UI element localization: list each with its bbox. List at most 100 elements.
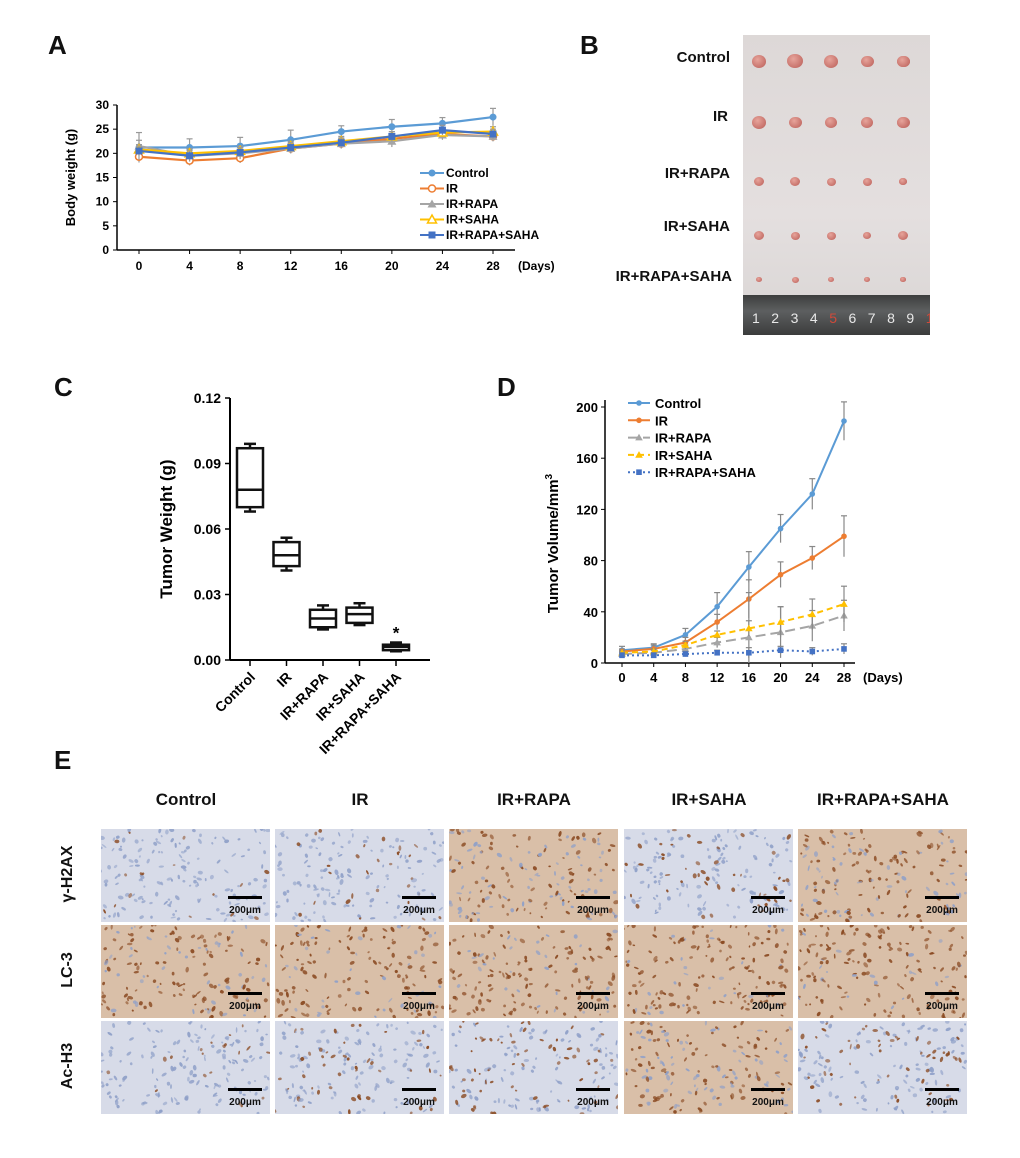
data-point (489, 130, 497, 138)
x-tick-label: 16 (742, 670, 756, 685)
ihc-micrograph: 200μm (449, 829, 618, 922)
ihc-texture (275, 925, 444, 1018)
ruler-number: 6 (848, 310, 857, 326)
scale-bar-label: 200μm (577, 1001, 609, 1012)
y-axis-label: Tumor Weight (g) (157, 459, 176, 598)
photo-row-label: IR+RAPA (664, 165, 730, 182)
ihc-texture (101, 925, 270, 1018)
data-point (619, 652, 625, 659)
x-tick-label: 8 (237, 259, 244, 273)
data-point (841, 533, 847, 540)
y-tick-label: 25 (96, 122, 110, 136)
tumor-specimen (824, 55, 838, 68)
x-tick-label: 4 (186, 259, 193, 273)
scale-bar-line (402, 992, 436, 995)
series-line (622, 647, 845, 657)
chart-c-tumor-weight: 0.00 0.03 0.06 0.09 0.12 Tumor Weight (g) Cont… (157, 390, 430, 757)
scale-bar: 200μm (228, 1088, 262, 1110)
ruler-number: 7 (867, 310, 876, 326)
ihc-micrograph: 200μm (101, 829, 270, 922)
tumor-specimen (756, 277, 762, 283)
legend-label: IR+RAPA (446, 197, 498, 211)
tumor-specimen (900, 277, 906, 283)
scale-bar-label: 200μm (752, 1097, 784, 1108)
scale-bar: 200μm (402, 896, 436, 918)
legend-label: Control (655, 396, 701, 411)
y-tick-label: 200 (576, 400, 598, 415)
ihc-texture (798, 1021, 967, 1114)
tumor-specimen (826, 177, 836, 186)
x-tick-label: 12 (710, 670, 724, 685)
legend-label: IR+RAPA+SAHA (446, 228, 539, 242)
scale-bar: 200μm (751, 896, 785, 918)
tumor-specimen (898, 231, 908, 240)
series-IR+RAPA+SAHA (619, 643, 847, 659)
data-point (777, 647, 784, 653)
ihc-micrograph: 200μm (275, 829, 444, 922)
scale-bar: 200μm (576, 992, 610, 1014)
scale-bar-line (925, 992, 959, 995)
scale-bar-label: 200μm (752, 1001, 784, 1012)
data-point (714, 649, 720, 656)
ihc-micrograph: 200μm (624, 829, 793, 922)
data-point (636, 400, 642, 406)
ruler-number: 4 (809, 310, 818, 326)
legend-label: IR+SAHA (655, 448, 713, 463)
y-tick-label: 5 (102, 219, 109, 233)
photo-row-label: IR (713, 108, 728, 125)
series-IR+SAHA (618, 585, 848, 656)
series-IR+RAPA+SAHA (135, 124, 497, 161)
y-tick-label: 160 (576, 451, 598, 466)
data-point (428, 231, 436, 239)
data-point (636, 417, 642, 424)
scale-bar-line (228, 896, 262, 899)
scale-bar-line (751, 1088, 785, 1091)
y-axis-label: Body weight (g) (63, 129, 78, 227)
scale-bar-line (402, 1088, 436, 1091)
tumor-specimen (752, 55, 766, 68)
ihc-texture (800, 829, 967, 922)
ihc-texture (624, 829, 793, 920)
ihc-micrograph: 200μm (449, 1021, 618, 1114)
ihc-micrograph: 200μm (798, 1021, 967, 1114)
scale-bar: 200μm (925, 992, 959, 1014)
ihc-micrograph: 200μm (275, 925, 444, 1018)
ruler-number: 8 (887, 310, 895, 326)
tumor-specimen (860, 55, 874, 68)
data-point (841, 418, 847, 424)
data-point (438, 126, 446, 134)
y-tick-label: 0.00 (194, 652, 221, 668)
tumor-specimen (863, 232, 871, 240)
scale-bar: 200μm (925, 1088, 959, 1110)
tumor-specimen (896, 55, 910, 68)
legend-label: IR+RAPA (655, 431, 712, 446)
data-point (426, 213, 438, 224)
data-point (809, 648, 816, 655)
data-point (841, 646, 847, 652)
data-point (745, 624, 753, 632)
x-tick-label: IR (273, 669, 294, 690)
legend-label: IR+RAPA+SAHA (655, 465, 757, 480)
tumor-specimen (754, 231, 764, 240)
series-line (621, 535, 845, 653)
scale-bar: 200μm (402, 1088, 436, 1110)
ihc-micrograph: 200μm (798, 925, 967, 1018)
data-point (776, 618, 785, 625)
photo-row-label: IR+SAHA (663, 218, 730, 235)
scale-bar-line (576, 1088, 610, 1091)
scale-bar-line (228, 992, 262, 995)
scale-bar-label: 200μm (577, 905, 609, 916)
data-point (840, 600, 848, 607)
data-point (682, 651, 689, 657)
x-tick-label: 16 (335, 259, 349, 273)
ihc-texture (449, 925, 618, 1018)
data-point (636, 469, 642, 475)
scale-bar-line (925, 896, 959, 899)
y-tick-label: 30 (96, 98, 110, 112)
ihc-texture (449, 829, 618, 922)
x-tick-label: 12 (284, 259, 298, 273)
scale-bar-line (228, 1088, 262, 1091)
series-line (138, 130, 494, 155)
panel-label-e: E (54, 745, 72, 775)
